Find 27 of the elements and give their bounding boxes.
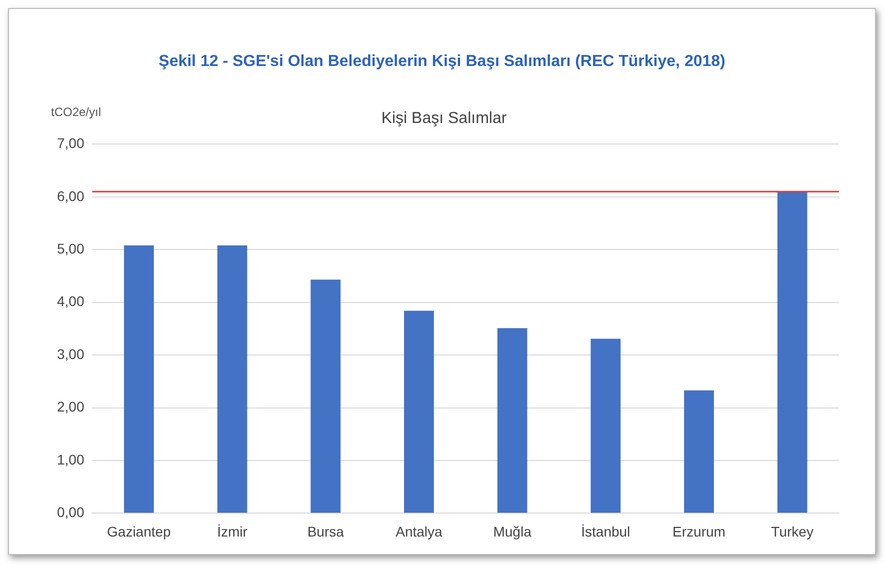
x-tick-label: Gaziantep bbox=[107, 523, 172, 540]
x-tick-label: Erzurum bbox=[672, 523, 726, 540]
bar bbox=[684, 390, 714, 513]
x-tick-label: Muğla bbox=[493, 523, 532, 540]
bar bbox=[777, 192, 808, 513]
chart-subtitle: Kişi Başı Salımlar bbox=[381, 110, 508, 128]
y-tick-label: 3,00 bbox=[57, 346, 84, 362]
x-tick-label: İzmir bbox=[217, 523, 248, 540]
y-tick-label: 5,00 bbox=[57, 240, 84, 256]
y-tick-label: 2,00 bbox=[57, 398, 84, 415]
y-axis-title: tCO2e/yıl bbox=[51, 105, 102, 120]
bar bbox=[124, 245, 154, 513]
bar bbox=[217, 245, 248, 513]
chart-title: Şekil 12 - SGE'si Olan Belediyelerin Kişi Başı Salımları (REC Türkiye, 2018) bbox=[158, 53, 726, 71]
x-tick-label: Antalya bbox=[396, 523, 443, 540]
y-tick-label: 1,00 bbox=[57, 451, 84, 468]
bar bbox=[497, 328, 528, 513]
y-tick-label: 0,00 bbox=[57, 504, 84, 520]
y-tick-label: 6,00 bbox=[57, 188, 84, 204]
bar bbox=[310, 280, 341, 513]
bar bbox=[590, 338, 621, 513]
y-tick-label: 7,00 bbox=[57, 135, 84, 152]
x-tick-label: Turkey bbox=[771, 523, 814, 540]
y-tick-label: 4,00 bbox=[57, 293, 84, 310]
x-tick-label: İstanbul bbox=[581, 523, 630, 540]
x-tick-label: Bursa bbox=[307, 523, 344, 540]
bar bbox=[404, 310, 434, 513]
